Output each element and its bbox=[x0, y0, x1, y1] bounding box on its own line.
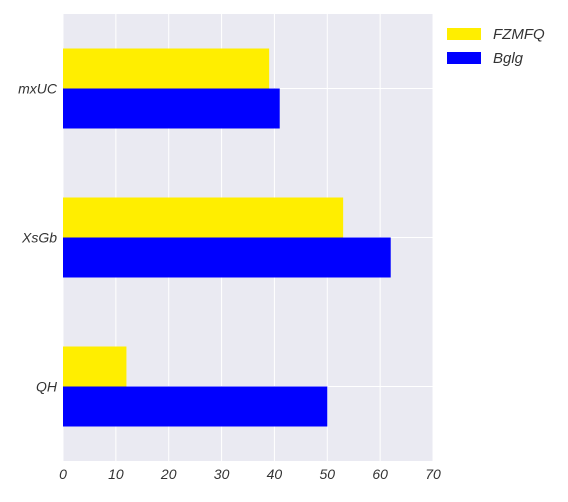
x-tick-label: 10 bbox=[108, 466, 124, 482]
x-tick-label: 40 bbox=[267, 466, 283, 482]
bar-Bglg-XsGb bbox=[63, 237, 391, 278]
bar-FZMFQ-mxUC bbox=[63, 48, 270, 89]
legend-swatch-FZMFQ bbox=[447, 28, 481, 40]
y-tick-label: mxUC bbox=[18, 81, 58, 97]
x-tick-label: 20 bbox=[160, 466, 177, 482]
x-tick-label: 60 bbox=[372, 466, 388, 482]
x-axis-ticks: 0 10 20 30 40 50 60 70 bbox=[59, 466, 441, 482]
legend-label-Bglg: Bglg bbox=[493, 50, 524, 67]
y-tick-label: QH bbox=[36, 379, 58, 395]
x-tick-label: 50 bbox=[319, 466, 335, 482]
bar-Bglg-mxUC bbox=[63, 88, 280, 129]
y-axis-ticks: mxUC XsGb QH bbox=[18, 81, 58, 395]
bars bbox=[63, 48, 391, 427]
bar-FZMFQ-QH bbox=[63, 346, 127, 387]
legend-label-FZMFQ: FZMFQ bbox=[493, 26, 545, 43]
x-tick-label: 0 bbox=[59, 466, 67, 482]
bar-FZMFQ-XsGb bbox=[63, 197, 344, 238]
x-tick-label: 70 bbox=[425, 466, 441, 482]
bar-Bglg-QH bbox=[63, 386, 328, 427]
x-tick-label: 30 bbox=[214, 466, 230, 482]
y-tick-label: XsGb bbox=[21, 230, 57, 246]
legend: FZMFQ Bglg bbox=[447, 26, 545, 67]
legend-swatch-Bglg bbox=[447, 52, 481, 64]
